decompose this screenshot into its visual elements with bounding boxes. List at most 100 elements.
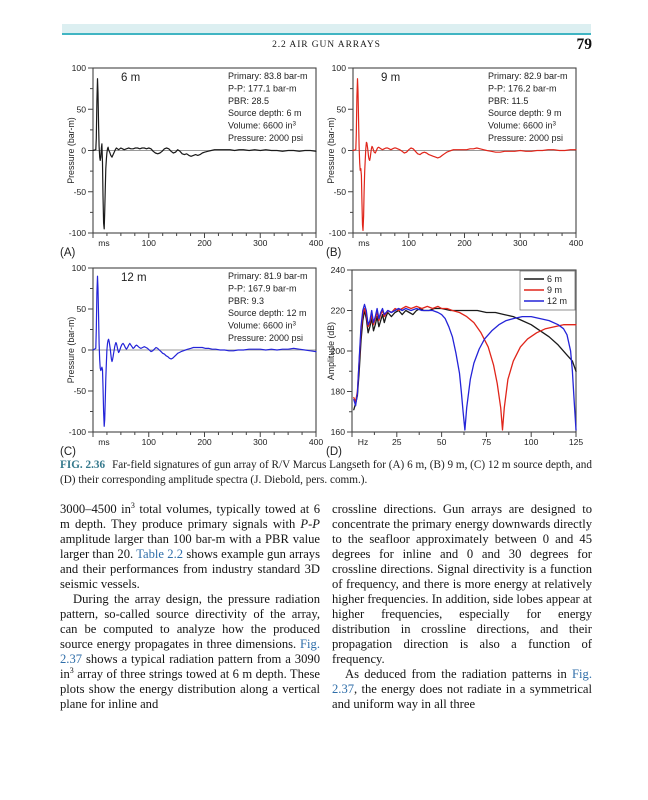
body-text: array of three strings towed at 6 m dept…: [60, 667, 320, 711]
body-text: crossline directions. Gun arrays are des…: [332, 502, 592, 666]
y-axis-label: Pressure (bar-m): [66, 317, 76, 384]
figure-caption: FIG. 2.36 Far-field signatures of gun arr…: [60, 458, 593, 488]
body-column-right: crossline directions. Gun arrays are des…: [332, 502, 592, 712]
paragraph: crossline directions. Gun arrays are des…: [332, 502, 592, 667]
curve-12m: [92, 275, 317, 427]
annotation-line: Primary: 82.9 bar-m: [488, 71, 568, 81]
y-tick-label: 0: [341, 146, 346, 156]
panel-corner-label: (B): [326, 247, 342, 259]
x-tick-label: 50: [437, 437, 447, 447]
panel-A: ms 100 200 300 400 -100 -50 0 50 100 Pressure (bar…: [60, 63, 323, 259]
y-tick-label: 50: [336, 104, 346, 114]
body-text: 3000–4500 in: [60, 502, 131, 516]
figure-2-36-panels: ms 100 200 300 400 -100 -50 0 50 100 Pressure (bar…: [60, 63, 584, 458]
figure-caption-label: FIG. 2.36: [60, 459, 106, 471]
cross-reference-link[interactable]: Fig. 2.37: [60, 637, 320, 666]
axis-ticks: [347, 269, 577, 437]
annotation-line: Pressure: 2000 psi: [228, 133, 303, 143]
y-tick-label: 50: [76, 304, 86, 314]
annotation-line: PBR: 28.5: [228, 96, 269, 106]
annotation-line: Volume: 6600 in3: [228, 321, 297, 331]
y-tick-label: 50: [76, 104, 86, 114]
curve-6m: [353, 307, 577, 411]
y-tick-label: 0: [81, 146, 86, 156]
running-head: 2.2 AIR GUN ARRAYS: [272, 40, 381, 50]
legend: 6 m9 m12 m: [519, 270, 576, 311]
legend-label: 9 m: [547, 285, 562, 295]
y-tick-label: 160: [331, 427, 346, 437]
annotation-line: PBR: 9.3: [228, 296, 264, 306]
curve-12m: [353, 303, 577, 431]
cross-reference-link[interactable]: Fig. 2.37: [332, 667, 592, 696]
y-tick-label: -100: [329, 228, 346, 238]
body-text: amplitude larger than 100 bar-m with a P…: [60, 532, 320, 561]
x-tick-label: 125: [569, 437, 584, 447]
x-axis-unit-label: ms: [358, 238, 369, 248]
x-tick-label: 300: [513, 238, 528, 248]
y-tick-label: 240: [331, 265, 346, 275]
panel-D: Hz 25 50 75 100 125 160 180 200 220 240 Amplitude (…: [326, 265, 583, 458]
y-axis-label: Amplitude (dB): [326, 322, 336, 380]
curve-6m: [92, 78, 317, 230]
plot-frame: [351, 269, 577, 433]
x-tick-label: 400: [309, 238, 324, 248]
annotation-line: Source depth: 12 m: [228, 308, 307, 318]
annotation-line: Pressure: 2000 psi: [228, 333, 303, 343]
axis-ticks: [348, 67, 577, 238]
tick-labels: ms 100 200 300 400 -100 -50 0 50 100: [69, 263, 324, 447]
superscript: 3: [130, 500, 135, 510]
tick-labels: ms 100 200 300 400 -100 -50 0 50 100: [329, 63, 584, 248]
annotation-line: Source depth: 9 m: [488, 108, 562, 118]
x-axis-unit-label: Hz: [358, 437, 369, 447]
body-text: shows a typical radiation pattern from a…: [60, 652, 320, 681]
body-text: total volumes, typically towed at 6 m de…: [60, 502, 321, 531]
y-tick-label: 100: [72, 263, 87, 273]
header-band: [62, 24, 591, 35]
body-text: As deduced from the radiation patterns i…: [345, 667, 573, 681]
y-tick-label: -100: [69, 427, 86, 437]
panel-title: 12 m: [121, 272, 147, 284]
y-tick-label: 100: [72, 63, 87, 73]
italic-text: P-P: [300, 517, 320, 531]
curve-9m: [353, 305, 577, 431]
panel-corner-label: (D): [326, 446, 342, 458]
x-tick-label: 100: [402, 238, 417, 248]
curve-9m: [352, 78, 577, 232]
annotation-line: Volume: 6600 in3: [488, 121, 557, 131]
panel-title: 9 m: [381, 72, 400, 84]
y-tick-label: 100: [332, 63, 347, 73]
panel-corner-label: (A): [60, 247, 76, 259]
annotation-line: Primary: 83.8 bar-m: [228, 71, 308, 81]
x-axis-unit-label: ms: [98, 238, 109, 248]
paragraph: During the array design, the pressure ra…: [60, 592, 320, 712]
x-tick-label: 75: [482, 437, 492, 447]
paragraph: As deduced from the radiation patterns i…: [332, 667, 592, 712]
x-tick-label: 400: [309, 437, 324, 447]
y-tick-label: -50: [334, 187, 347, 197]
x-tick-label: 100: [142, 437, 157, 447]
body-text: , the energy does not radiate in a symme…: [332, 682, 592, 711]
y-tick-label: 0: [81, 345, 86, 355]
body-text: shows example gun arrays and their perfo…: [60, 547, 320, 591]
x-tick-label: 25: [392, 437, 402, 447]
annotation-line: P-P: 177.1 bar-m: [228, 83, 297, 93]
annotation-line: P-P: 167.9 bar-m: [228, 283, 297, 293]
x-tick-label: 200: [457, 238, 472, 248]
figure-caption-text: Far-field signatures of gun array of R/V…: [60, 459, 592, 486]
x-tick-label: 300: [253, 238, 268, 248]
annotation-line: P-P: 176.2 bar-m: [488, 83, 557, 93]
y-tick-label: 180: [331, 387, 346, 397]
cross-reference-link[interactable]: Table 2.2: [136, 547, 184, 561]
tick-labels: ms 100 200 300 400 -100 -50 0 50 100: [69, 63, 324, 248]
panel-corner-label: (C): [60, 446, 76, 458]
body-column-left: 3000–4500 in3 total volumes, typically t…: [60, 500, 321, 712]
tick-labels: Hz 25 50 75 100 125 160 180 200 220 240: [331, 265, 584, 447]
paragraph: 3000–4500 in3 total volumes, typically t…: [60, 500, 321, 592]
x-tick-label: 200: [197, 238, 212, 248]
page-number: 79: [576, 36, 593, 53]
y-tick-label: -100: [69, 228, 86, 238]
annotation-line: Source depth: 6 m: [228, 108, 302, 118]
panel-C: ms 100 200 300 400 -100 -50 0 50 100 Pressure (bar…: [60, 263, 323, 458]
x-tick-label: 300: [253, 437, 268, 447]
